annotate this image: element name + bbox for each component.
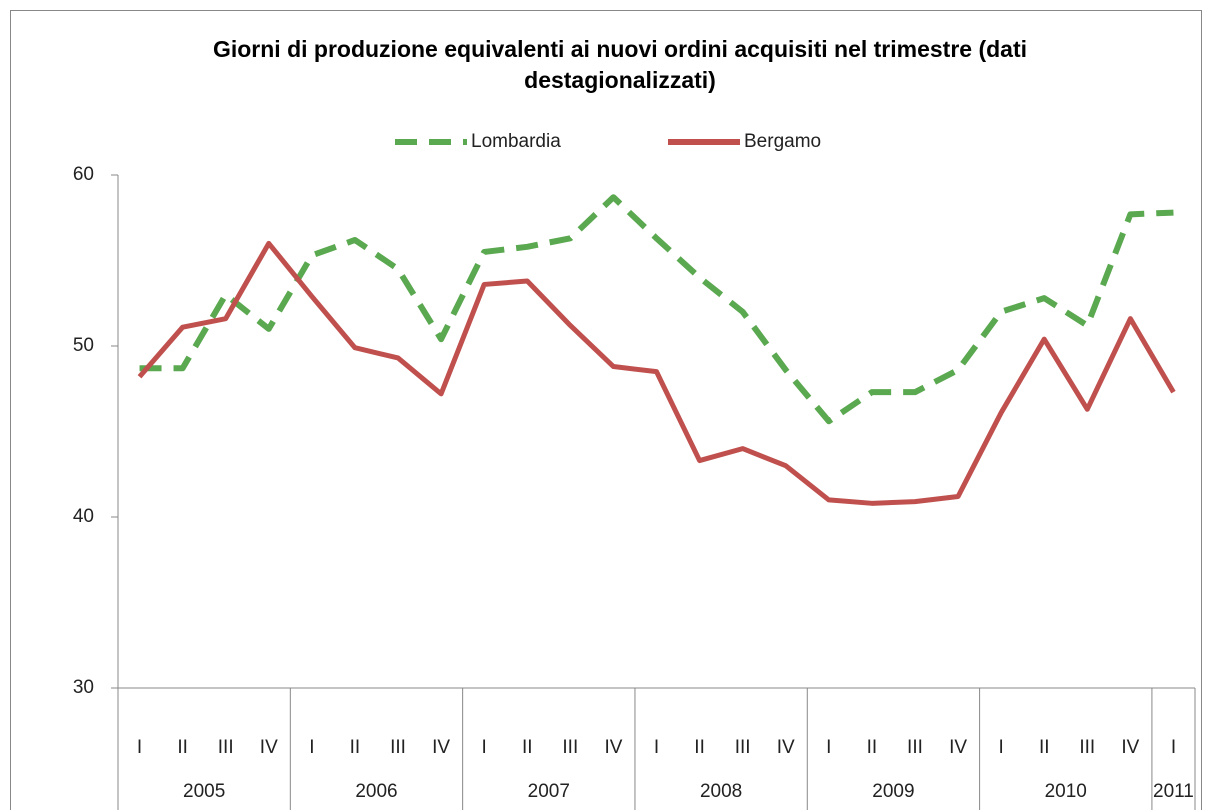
x-group-label: 2007 — [528, 781, 570, 802]
x-tick-label: I — [309, 737, 314, 758]
chart-border — [10, 10, 1202, 810]
x-tick-label: I — [137, 737, 142, 758]
x-tick-label: II — [867, 737, 878, 758]
x-tick-label: I — [482, 737, 487, 758]
x-tick-label: III — [218, 737, 234, 758]
x-tick-label: II — [177, 737, 188, 758]
x-tick-label: II — [694, 737, 705, 758]
x-tick-label: IV — [260, 737, 278, 758]
y-tick-label: 50 — [73, 335, 94, 356]
x-tick-label: I — [826, 737, 831, 758]
series-line — [137, 240, 1176, 506]
x-tick-label: III — [735, 737, 751, 758]
x-tick-label: IV — [1121, 737, 1139, 758]
y-tick-label: 40 — [73, 506, 94, 527]
x-tick-label: I — [1171, 737, 1176, 758]
x-group-label: 2008 — [700, 781, 742, 802]
x-group-label: 2011 — [1153, 781, 1194, 802]
x-tick-label: IV — [604, 737, 622, 758]
x-tick-label: III — [1079, 737, 1095, 758]
x-tick-label: II — [1039, 737, 1050, 758]
x-tick-label: III — [562, 737, 578, 758]
x-group-label: 2009 — [872, 781, 914, 802]
x-tick-label: I — [998, 737, 1003, 758]
x-tick-label: I — [654, 737, 659, 758]
x-tick-label: III — [907, 737, 923, 758]
y-tick-label: 30 — [73, 677, 94, 698]
x-tick-label: IV — [432, 737, 450, 758]
x-tick-label: II — [522, 737, 533, 758]
legend-label: Bergamo — [744, 131, 821, 152]
series-line — [139, 194, 1174, 425]
x-group-label: 2005 — [183, 781, 225, 802]
x-tick-label: IV — [949, 737, 967, 758]
legend-label: Lombardia — [471, 131, 561, 152]
x-group-label: 2006 — [355, 781, 397, 802]
x-tick-label: II — [350, 737, 361, 758]
x-tick-label: IV — [777, 737, 795, 758]
y-tick-label: 60 — [73, 164, 94, 185]
chart-title: Giorni di produzione equivalenti ai nuov… — [212, 36, 1028, 93]
x-tick-label: III — [390, 737, 406, 758]
x-group-label: 2010 — [1045, 781, 1087, 802]
